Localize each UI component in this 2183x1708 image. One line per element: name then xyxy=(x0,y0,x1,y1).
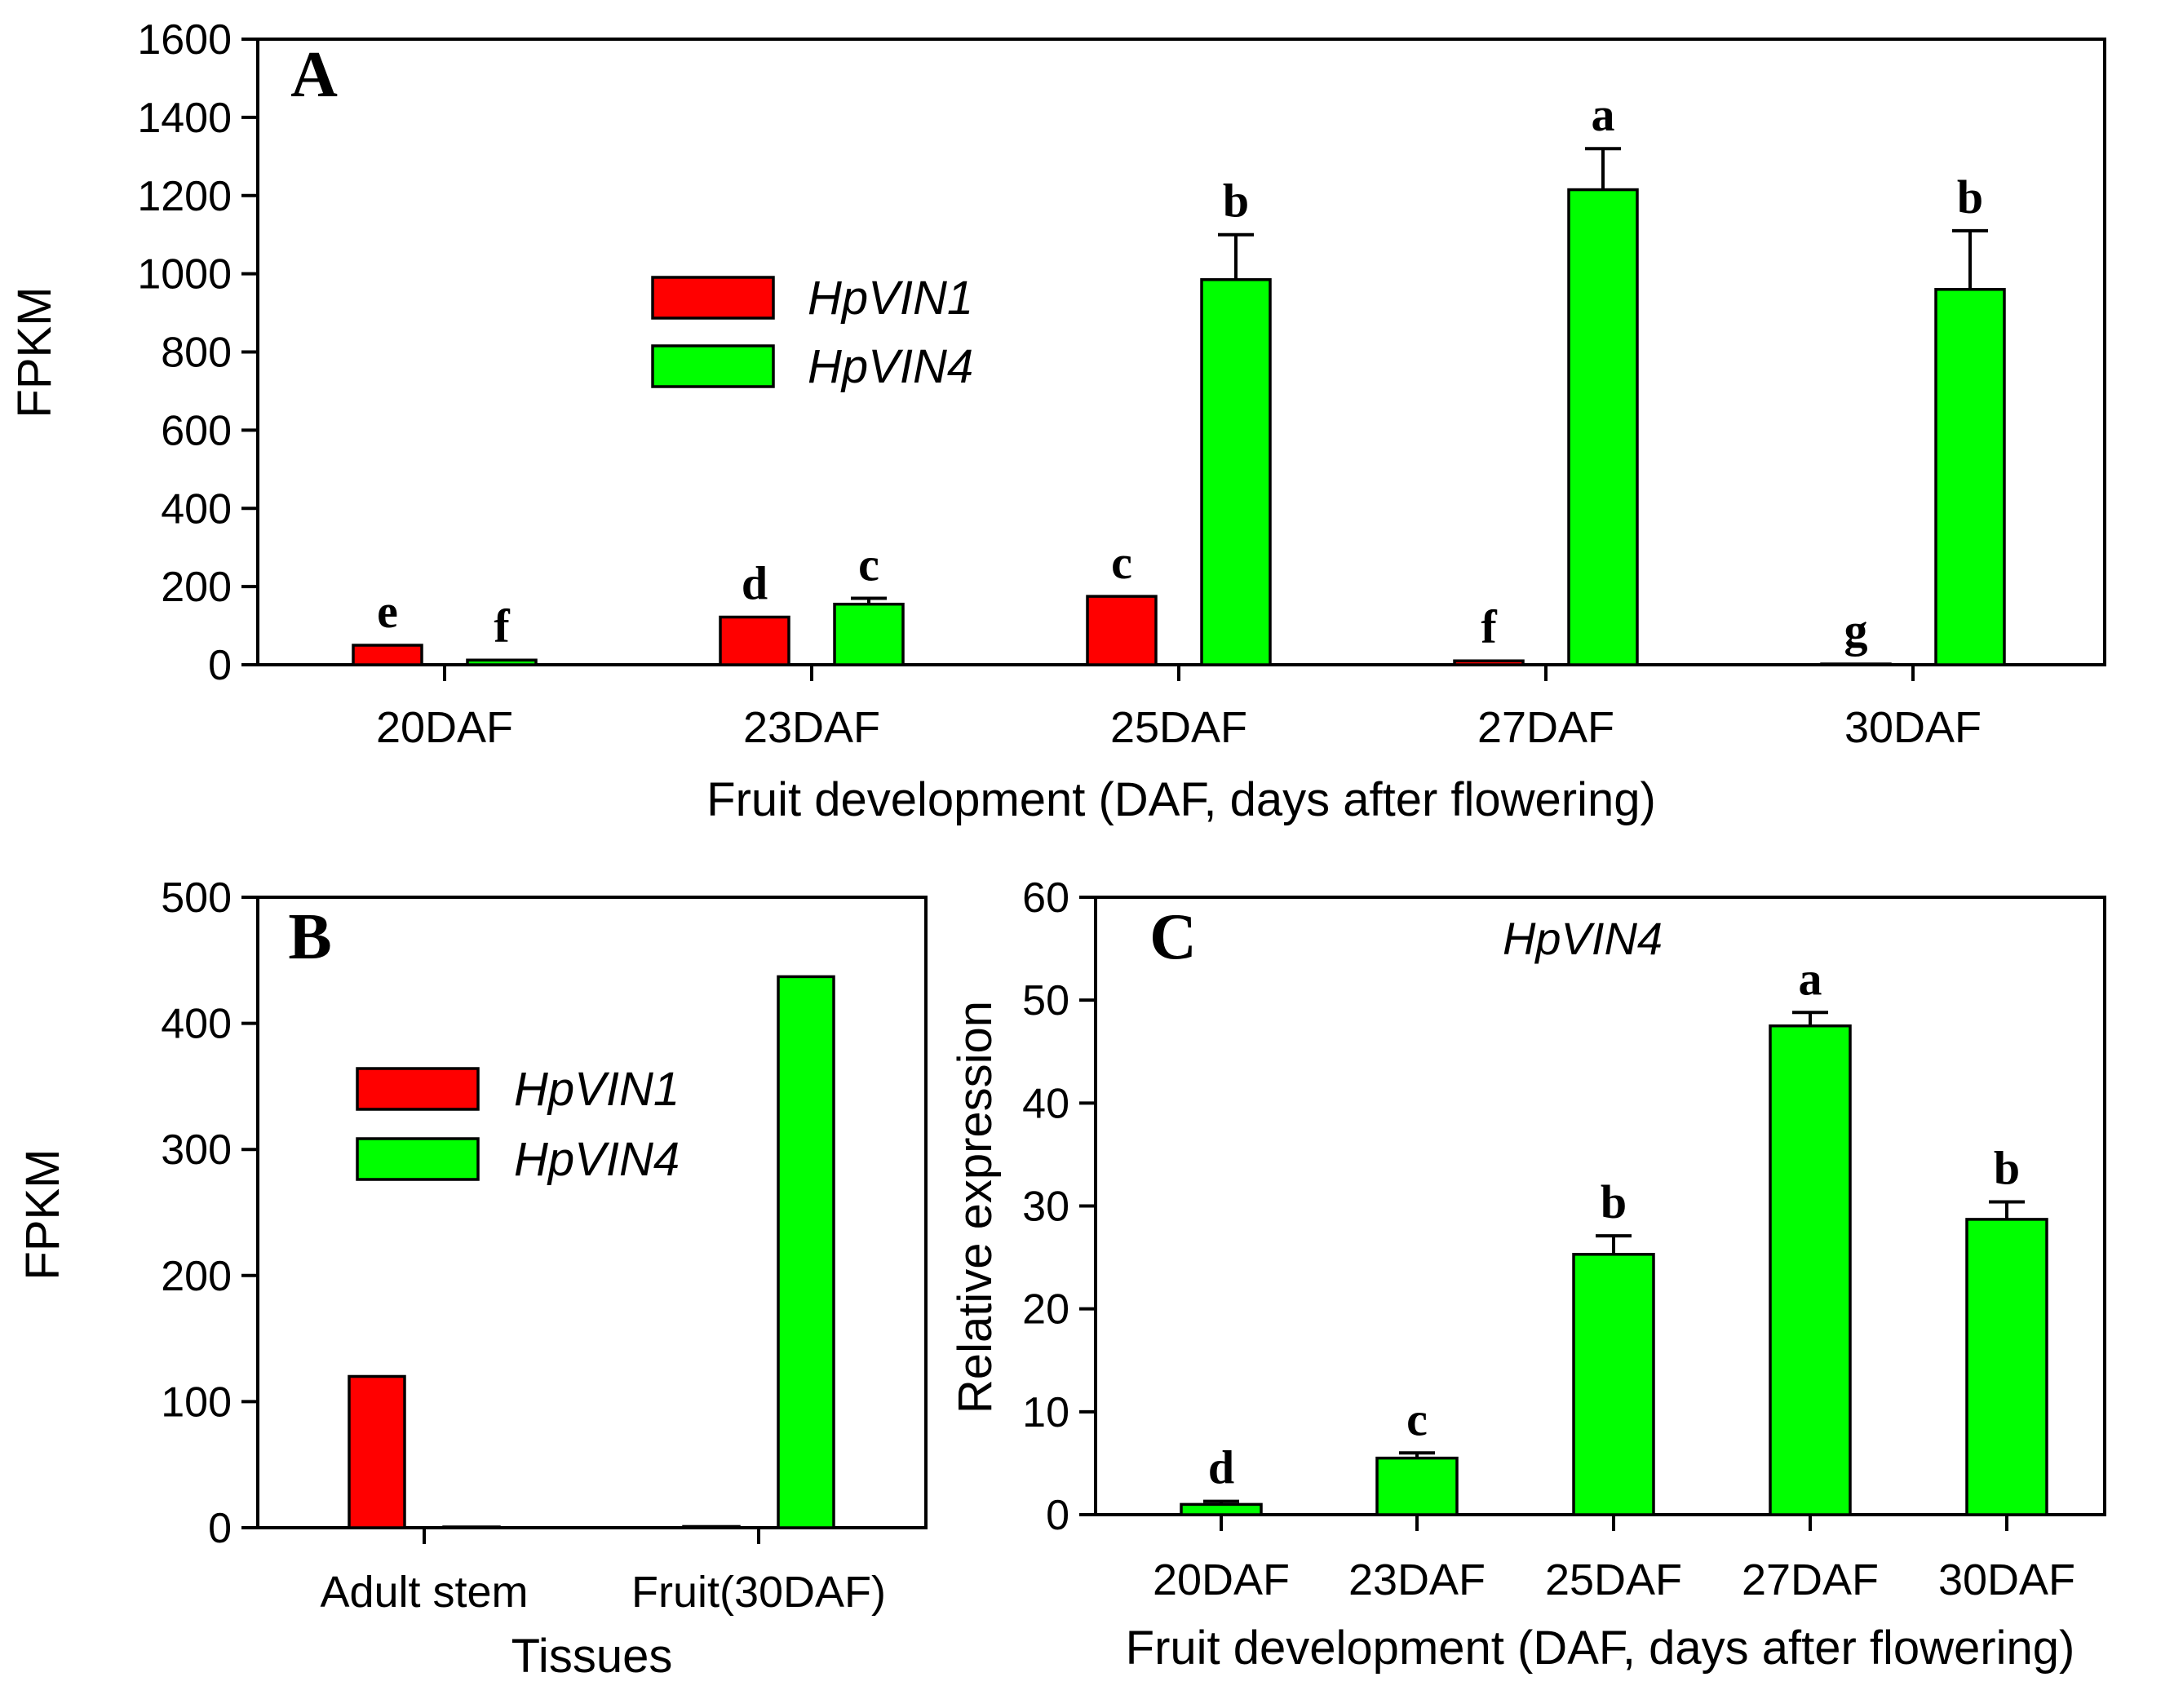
y-axis-label: FPKM xyxy=(8,286,61,418)
y-tick-label: 50 xyxy=(1022,977,1069,1024)
x-tick-label: 27DAF xyxy=(1477,703,1614,752)
legend-swatch xyxy=(356,1137,480,1181)
x-tick-label: Fruit(30DAF) xyxy=(631,1568,886,1617)
x-tick-label: 23DAF xyxy=(1348,1555,1486,1604)
y-tick-label: 800 xyxy=(161,330,232,377)
x-axis-label: Tissues xyxy=(511,1630,673,1683)
x-tick-label: 25DAF xyxy=(1545,1555,1682,1604)
y-tick-label: 20 xyxy=(1022,1286,1069,1334)
bar-hpvin1 xyxy=(1086,595,1158,666)
bar-hpvin1 xyxy=(1820,662,1892,666)
y-tick-label: 300 xyxy=(161,1126,232,1174)
significance-letter: b xyxy=(1601,1175,1627,1228)
bar-hpvin4 xyxy=(1375,1456,1459,1516)
significance-letter: b xyxy=(1994,1141,2020,1194)
y-tick-label: 1400 xyxy=(137,95,232,142)
panel-a-chart: 0 200 400 600 800 1000 1200 1400 1600 20DAF 23DAF 2… xyxy=(8,16,2106,826)
y-tick-label: 1000 xyxy=(137,251,232,299)
y-tick-label: 10 xyxy=(1022,1389,1069,1436)
y-tick-label: 0 xyxy=(1046,1492,1069,1539)
panel-label: C xyxy=(1149,901,1197,973)
legend-label: HpVIN1 xyxy=(514,1063,680,1116)
y-tick-label: 0 xyxy=(208,1505,232,1552)
y-tick-label: 30 xyxy=(1022,1184,1069,1231)
bar-hpvin1 xyxy=(348,1374,406,1529)
plot-frame xyxy=(256,896,928,1529)
bar-hpvin4 xyxy=(1769,1024,1852,1516)
significance-letter: f xyxy=(1481,600,1497,653)
significance-letter: e xyxy=(377,585,398,638)
significance-letter: a xyxy=(1799,952,1822,1005)
significance-letter: b xyxy=(1957,170,1983,223)
y-axis-label: FPKM xyxy=(16,1148,69,1280)
y-tick-label: 400 xyxy=(161,1001,232,1048)
panel-c-chart: 0 10 20 30 40 50 60 20DAF 23DAF 25DAF 27DAF 30DAF d c… xyxy=(949,874,2106,1675)
y-tick-label: 400 xyxy=(161,485,232,533)
bar-hpvin4 xyxy=(442,1525,501,1529)
plot-frame xyxy=(256,38,2106,666)
y-tick-label: 1600 xyxy=(137,16,232,64)
x-tick-label: 30DAF xyxy=(1938,1555,2075,1604)
panel-b-chart: 0 100 200 300 400 500 Adult stem Fruit(30DAF) B H… xyxy=(16,874,928,1683)
bar-hpvin1 xyxy=(1453,659,1525,666)
y-tick-label: 60 xyxy=(1022,874,1069,922)
x-tick-label: 30DAF xyxy=(1844,703,1982,752)
x-tick-label: 20DAF xyxy=(1153,1555,1290,1604)
y-tick-label: 200 xyxy=(161,564,232,611)
significance-letter: c xyxy=(858,538,879,591)
bar-hpvin4 xyxy=(1180,1502,1263,1516)
legend-swatch xyxy=(651,344,775,388)
y-axis-label: Relative expression xyxy=(949,1001,1002,1414)
significance-letter: d xyxy=(742,557,768,610)
significance-letter: d xyxy=(1208,1441,1234,1494)
bar-hpvin4 xyxy=(777,975,835,1529)
bar-hpvin1 xyxy=(719,615,790,666)
x-tick-label: 23DAF xyxy=(743,703,880,752)
chart-title: HpVIN4 xyxy=(1503,913,1663,964)
bar-hpvin4 xyxy=(1572,1253,1655,1516)
y-tick-label: 0 xyxy=(208,642,232,689)
y-tick-label: 600 xyxy=(161,407,232,454)
x-tick-label: 27DAF xyxy=(1742,1555,1879,1604)
bar-hpvin4 xyxy=(1567,188,1639,666)
significance-letter: g xyxy=(1844,604,1868,657)
x-axis-label: Fruit development (DAF, days after flowe… xyxy=(1126,1622,2075,1675)
significance-letter: f xyxy=(494,600,510,653)
legend-label: HpVIN4 xyxy=(808,340,973,393)
y-tick-label: 40 xyxy=(1022,1080,1069,1127)
bar-hpvin4 xyxy=(1200,278,1272,666)
bar-hpvin4 xyxy=(1934,288,2006,666)
x-tick-label: Adult stem xyxy=(320,1568,528,1617)
bar-hpvin1 xyxy=(352,644,423,666)
significance-letter: c xyxy=(1406,1392,1428,1445)
legend-label: HpVIN4 xyxy=(514,1133,680,1186)
panel-label: A xyxy=(290,39,338,111)
legend-swatch xyxy=(651,276,775,320)
legend-label: HpVIN1 xyxy=(808,272,973,325)
x-axis-label: Fruit development (DAF, days after flowe… xyxy=(706,773,1656,826)
legend-swatch xyxy=(356,1067,480,1111)
bar-hpvin4 xyxy=(833,602,905,666)
y-tick-label: 1200 xyxy=(137,173,232,220)
bar-hpvin4 xyxy=(466,658,538,666)
y-tick-label: 200 xyxy=(161,1253,232,1300)
bar-hpvin1 xyxy=(682,1524,741,1529)
x-tick-label: 25DAF xyxy=(1110,703,1247,752)
legend: HpVIN1 HpVIN4 xyxy=(651,272,973,393)
panel-label: B xyxy=(288,901,331,973)
legend: HpVIN1 HpVIN4 xyxy=(356,1063,680,1186)
significance-letter: a xyxy=(1592,88,1615,141)
bar-hpvin4 xyxy=(1965,1218,2048,1516)
y-tick-label: 500 xyxy=(161,874,232,922)
y-tick-label: 100 xyxy=(161,1378,232,1426)
significance-letter: c xyxy=(1111,536,1132,589)
significance-letter: b xyxy=(1223,175,1249,228)
x-tick-label: 20DAF xyxy=(376,703,513,752)
